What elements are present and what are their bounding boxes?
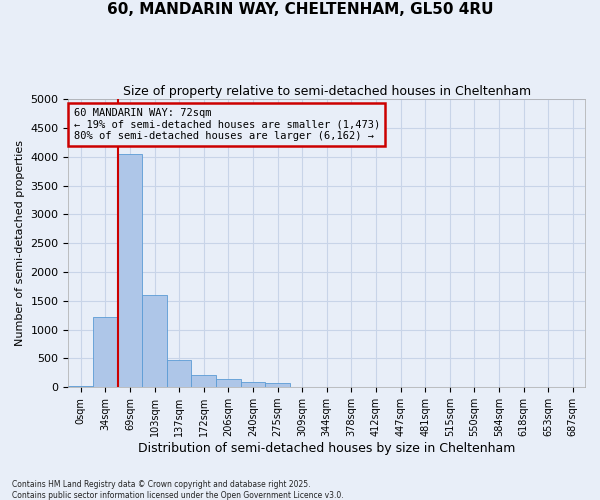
Bar: [167, 360, 191, 387]
Bar: [265, 383, 290, 387]
Bar: [93, 317, 118, 387]
Text: 60 MANDARIN WAY: 72sqm
← 19% of semi-detached houses are smaller (1,473)
80% of : 60 MANDARIN WAY: 72sqm ← 19% of semi-det…: [74, 108, 380, 141]
X-axis label: Distribution of semi-detached houses by size in Cheltenham: Distribution of semi-detached houses by …: [138, 442, 515, 455]
Text: Contains HM Land Registry data © Crown copyright and database right 2025.
Contai: Contains HM Land Registry data © Crown c…: [12, 480, 344, 500]
Y-axis label: Number of semi-detached properties: Number of semi-detached properties: [15, 140, 25, 346]
Text: 60, MANDARIN WAY, CHELTENHAM, GL50 4RU: 60, MANDARIN WAY, CHELTENHAM, GL50 4RU: [107, 2, 493, 18]
Title: Size of property relative to semi-detached houses in Cheltenham: Size of property relative to semi-detach…: [122, 85, 531, 98]
Bar: [118, 154, 142, 387]
Bar: [216, 378, 241, 387]
Bar: [142, 295, 167, 387]
Bar: [68, 386, 93, 387]
Bar: [191, 375, 216, 387]
Bar: [241, 382, 265, 387]
